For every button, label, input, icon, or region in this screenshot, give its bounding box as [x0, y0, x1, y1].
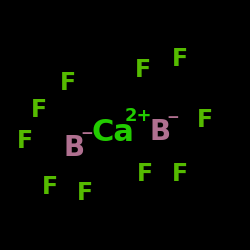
- Text: F: F: [42, 176, 58, 200]
- Text: F: F: [172, 47, 188, 71]
- Text: F: F: [134, 58, 150, 82]
- Text: F: F: [77, 180, 93, 204]
- Text: F: F: [17, 129, 33, 153]
- Text: Ca: Ca: [91, 118, 134, 147]
- Text: −: −: [167, 110, 179, 125]
- Text: 2+: 2+: [125, 107, 152, 125]
- Text: B: B: [150, 118, 171, 146]
- Text: F: F: [137, 162, 153, 186]
- Text: F: F: [172, 162, 188, 186]
- Text: B: B: [63, 134, 84, 162]
- Text: −: −: [80, 126, 93, 141]
- Text: F: F: [60, 70, 76, 94]
- Text: F: F: [197, 108, 213, 132]
- Text: F: F: [31, 98, 47, 122]
